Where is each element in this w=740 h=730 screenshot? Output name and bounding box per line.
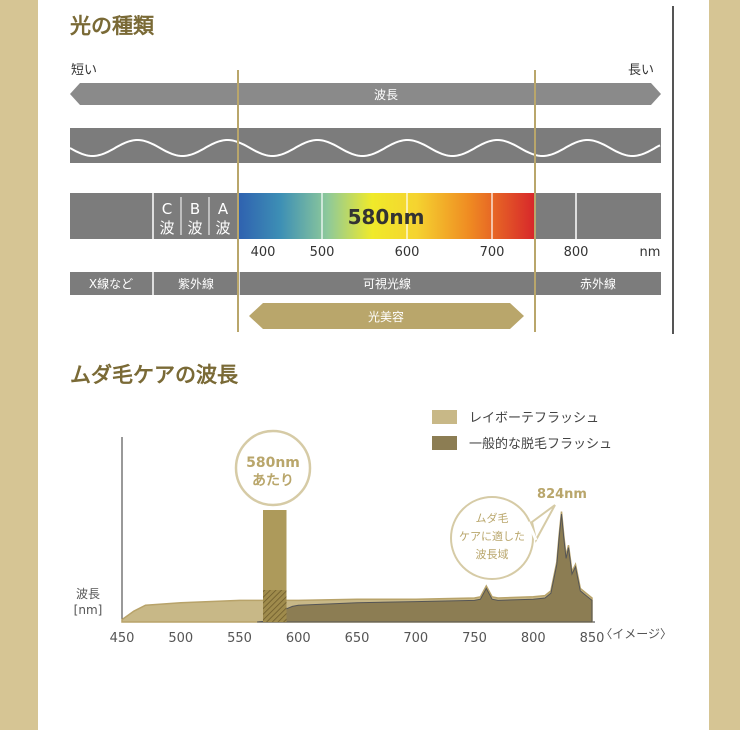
uv-a-sub: 波 xyxy=(215,219,230,237)
highlight-580-label: 580nm xyxy=(348,205,425,229)
peak-label: 824nm xyxy=(537,487,587,502)
uv-c-letter: C xyxy=(162,200,172,218)
category-band xyxy=(70,272,661,295)
short-label: 短い xyxy=(71,63,97,78)
category-uv: 紫外線 xyxy=(178,276,214,291)
wave-line xyxy=(69,139,661,157)
wavelength-arrow xyxy=(70,83,661,105)
y-label-2: [nm] xyxy=(74,603,103,617)
visible-gradient xyxy=(239,193,535,239)
bubble-line1: ムダ毛 xyxy=(476,511,509,525)
x-tick-labels: 450 500 550 600 650 700 750 800 850 xyxy=(110,631,605,646)
x-tick-450: 450 xyxy=(110,631,135,646)
legend-swatch-reibote xyxy=(432,410,457,424)
tick-unit: nm xyxy=(640,245,661,260)
tick-700: 700 xyxy=(480,245,505,260)
tick-800: 800 xyxy=(564,245,589,260)
legend-swatch-general xyxy=(432,436,457,450)
category-xray: X線など xyxy=(89,276,133,291)
category-ir: 赤外線 xyxy=(580,276,616,291)
tick-500: 500 xyxy=(310,245,335,260)
bubble-line3: 波長域 xyxy=(476,548,509,561)
x-tick-800: 800 xyxy=(521,631,546,646)
hair-care-title: ムダ毛ケアの波長 xyxy=(70,363,238,387)
x-tick-700: 700 xyxy=(403,631,428,646)
y-label-1: 波長 xyxy=(76,587,100,601)
x-tick-650: 650 xyxy=(345,631,370,646)
x-tick-500: 500 xyxy=(168,631,193,646)
category-visible: 可視光線 xyxy=(363,276,411,291)
wave-band xyxy=(70,128,661,163)
uv-b-letter: B xyxy=(190,200,200,218)
highlight-overlap-hatch xyxy=(263,590,287,622)
care-bubble xyxy=(450,496,534,580)
bubble-line2: ケアに適した xyxy=(459,529,525,543)
uv-b-sub: 波 xyxy=(187,219,202,237)
x-tick-550: 550 xyxy=(227,631,252,646)
image-note: 〈イメージ〉 xyxy=(600,627,672,641)
wavelength-arrow-label: 波長 xyxy=(374,88,398,102)
callout-580-line2: あたり xyxy=(252,473,294,489)
x-tick-850: 850 xyxy=(580,631,605,646)
long-label: 長い xyxy=(628,63,654,78)
highlight-580-band xyxy=(263,510,287,622)
legend-label-reibote: レイボーテフラッシュ xyxy=(469,411,599,426)
chart-areas xyxy=(121,511,593,623)
legend-label-general: 一般的な脱毛フラッシュ xyxy=(469,436,612,452)
callout-580-circle xyxy=(234,429,312,507)
bubble-tail xyxy=(530,504,556,543)
light-types-title: 光の種類 xyxy=(70,14,154,38)
tick-600: 600 xyxy=(395,245,420,260)
beauty-arrow xyxy=(249,303,524,329)
uv-c-sub: 波 xyxy=(159,219,174,237)
uv-a-letter: A xyxy=(218,200,229,218)
tick-400: 400 xyxy=(251,245,276,260)
callout-580-line1: 580nm xyxy=(246,455,300,471)
beauty-arrow-label: 光美容 xyxy=(368,309,404,324)
x-tick-750: 750 xyxy=(462,631,487,646)
x-tick-600: 600 xyxy=(286,631,311,646)
